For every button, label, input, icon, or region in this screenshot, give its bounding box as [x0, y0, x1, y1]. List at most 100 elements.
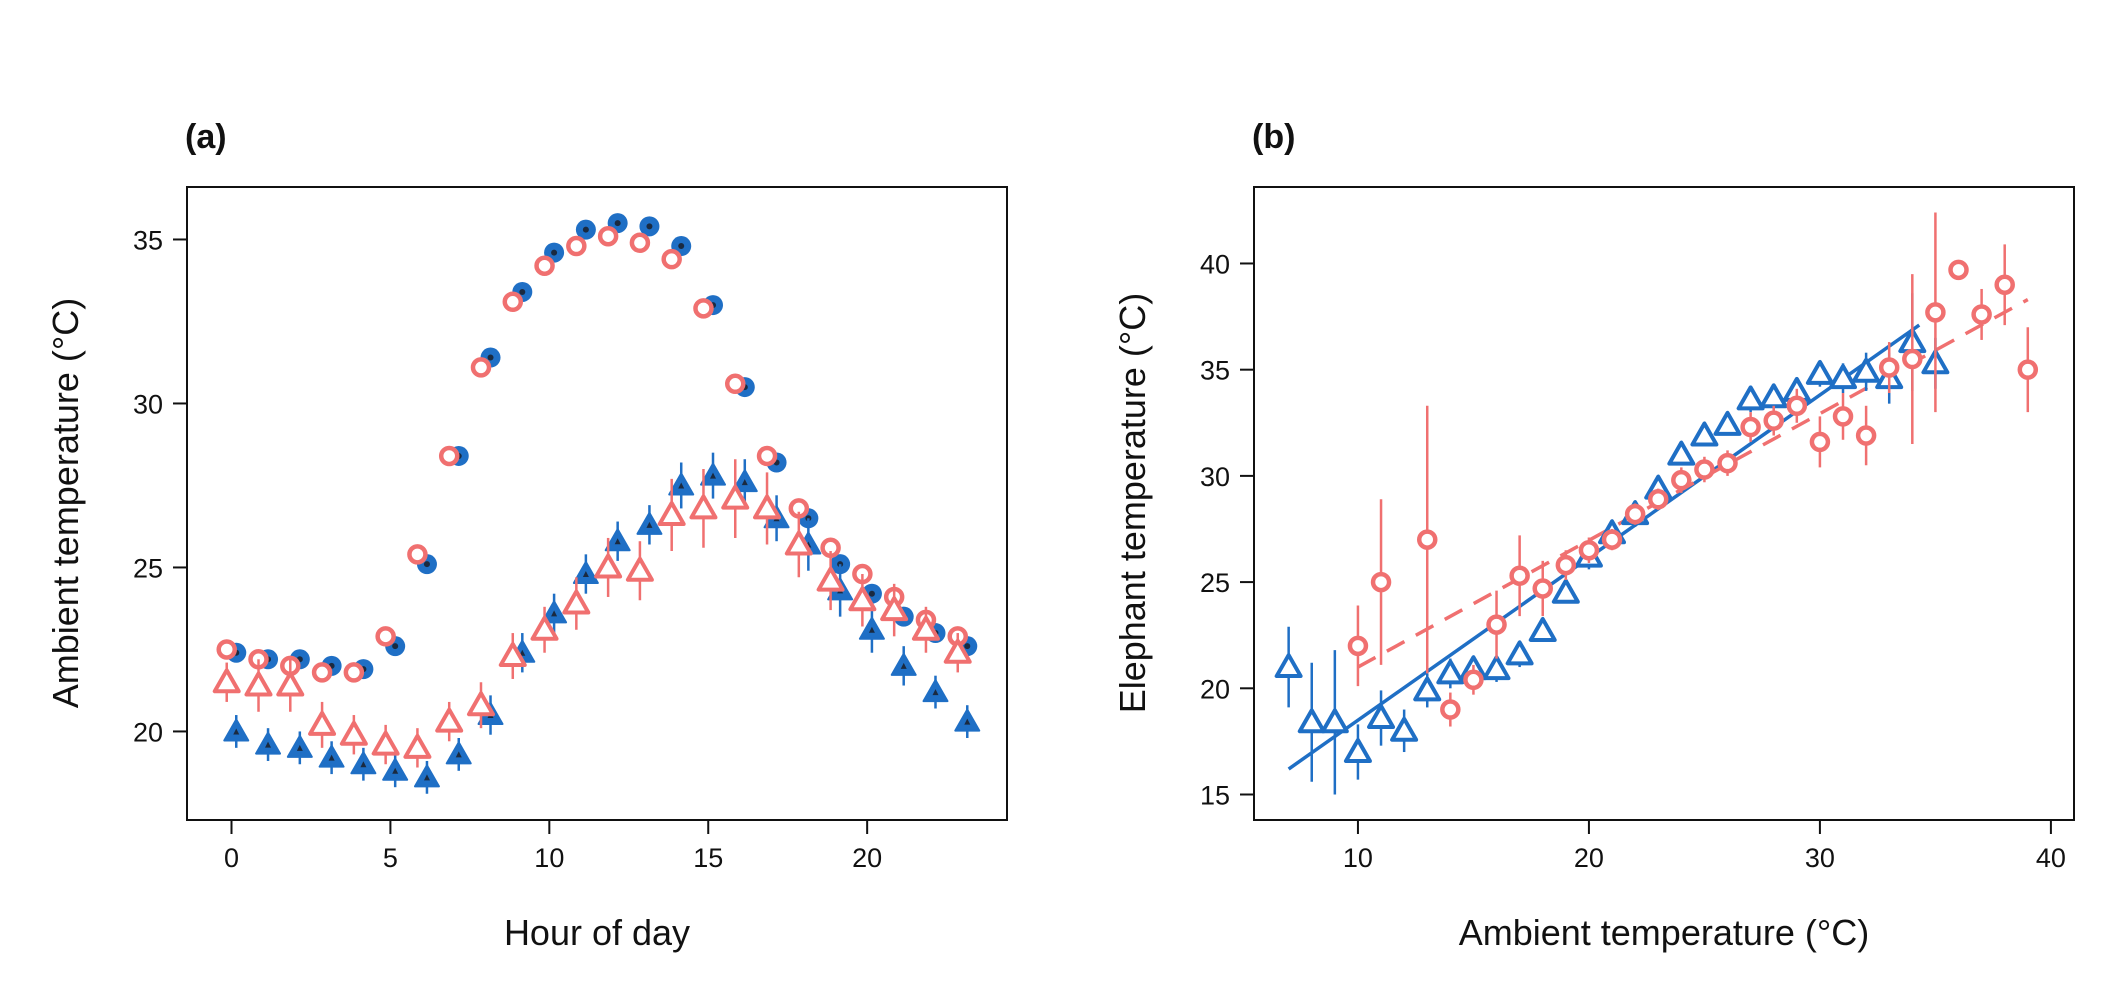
panel-a-x-tick-label: 10 [534, 843, 564, 873]
panel-a-point [438, 445, 460, 467]
panel-a-point-center [741, 479, 748, 486]
panel-a-point [816, 566, 845, 592]
panel-a-point-center [360, 761, 367, 768]
panel-a-point [566, 235, 587, 257]
panel-a-point-center [265, 741, 272, 748]
panel-a-point [625, 556, 654, 582]
panel-a-point [689, 494, 718, 520]
panel-a-x-tick-label: 5 [383, 843, 398, 873]
panel-a-point-center [392, 767, 399, 774]
panel-a-point-center [614, 220, 621, 227]
panel-a-point [244, 671, 273, 697]
panel-b-point [1671, 469, 1692, 491]
panel-b-point [1509, 565, 1530, 586]
panel-a-point-center [868, 590, 875, 597]
panel-a-point [311, 662, 333, 683]
panel-a-point-center [487, 354, 494, 361]
panel-b-point [1948, 259, 1969, 281]
panel-b-point [1463, 669, 1484, 691]
panel-b-point [1805, 359, 1834, 385]
panel-a-point-center [868, 626, 875, 633]
panel-a-point [339, 720, 368, 746]
panel-b-point [1878, 357, 1900, 378]
panel-a-point [212, 668, 241, 694]
panel-b-point [1486, 614, 1507, 635]
panel-b-y-tick-label: 15 [1200, 781, 1230, 811]
panel-b-plot-frame [1253, 186, 2075, 821]
panel-a-plot-frame [186, 186, 1008, 821]
panel-b-point [1367, 704, 1396, 730]
panel-b-point [1297, 708, 1326, 734]
panel-b-point [1390, 716, 1419, 742]
panel-a-point-center [964, 643, 971, 650]
panel-b-blue-fit-line [1287, 323, 1921, 771]
panel-b-point [1320, 708, 1349, 734]
panel-a-point-center [678, 482, 685, 489]
panel-b-point [1971, 304, 1992, 325]
panel-b-point [1667, 440, 1696, 466]
panel-a-point [375, 626, 396, 647]
panel-a-point [403, 733, 432, 759]
panel-a-point [756, 445, 778, 467]
panel-a-point [784, 530, 813, 556]
panel-a-point [911, 615, 940, 641]
panel-a-point [725, 373, 746, 395]
panel-a-point-center [932, 689, 939, 696]
panel-a-point-center [392, 643, 399, 650]
panel-a-point [629, 232, 651, 254]
panel-b-point [1713, 410, 1742, 436]
panel-a-series-red-open-triangle [212, 459, 972, 768]
panel-a: (a) 0 5 10 15 20 20 25 30 35 Hour of day Ambient… [45, 118, 1008, 953]
panel-b-point [1555, 554, 1577, 576]
panel-a-point [343, 662, 365, 683]
panel-b-point [1436, 659, 1465, 685]
panel-b-point [1416, 529, 1438, 550]
panel-a-axes: 0 5 10 15 20 20 25 30 35 [133, 225, 882, 873]
panel-a-point [308, 710, 337, 736]
panel-b-point [1694, 459, 1715, 480]
panel-a-point [371, 730, 400, 756]
panel-b-point [1413, 676, 1442, 702]
panel-a-point [597, 225, 619, 247]
panel-b-point [1528, 616, 1557, 642]
panel-a-point-center [900, 662, 907, 669]
panel-a-point [534, 255, 555, 276]
panel-b-x-tick-label: 20 [1574, 843, 1604, 873]
panel-a-point [943, 638, 972, 664]
panel-b-point [1736, 385, 1765, 411]
panel-b-axes: 10 20 30 40 15 20 25 30 35 40 [1200, 249, 2066, 873]
panel-a-point-center [233, 728, 240, 735]
panel-a-point [562, 589, 591, 615]
panel-b-point [1601, 529, 1623, 550]
panel-b-point [1717, 452, 1738, 474]
panel-a-x-tick-label: 15 [693, 843, 723, 873]
panel-b-point [1902, 348, 1923, 370]
panel-a-point [470, 357, 492, 378]
panel-a-point-center [328, 754, 335, 761]
panel-b-label: (b) [1252, 118, 1295, 156]
panel-b-point [1647, 489, 1669, 510]
panel-a-point [721, 484, 750, 510]
panel-b-point [1347, 635, 1369, 657]
panel-a-point [753, 494, 782, 520]
panel-b: (b) 10 20 30 40 15 20 25 30 35 40 Ambient tempera… [1112, 118, 2075, 953]
panel-a-point [657, 500, 686, 526]
panel-a-point-center [423, 774, 430, 781]
panel-a-y-tick-label: 35 [133, 225, 163, 255]
panel-b-point [1852, 357, 1881, 383]
panel-a-point-center [646, 223, 653, 230]
panel-a-point [216, 639, 237, 660]
panel-b-x-tick-label: 10 [1343, 843, 1373, 873]
panel-a-point [530, 615, 559, 641]
panel-b-series-red-open-circle [1347, 212, 2039, 727]
panel-b-marks [1274, 212, 2039, 795]
panel-b-point [1763, 410, 1784, 431]
panel-b-point [1740, 416, 1761, 438]
panel-b-point [1624, 503, 1646, 525]
panel-b-point [1925, 302, 1946, 323]
panel-a-x-tick-label: 0 [224, 843, 239, 873]
panel-a-point-center [519, 288, 526, 295]
panel-b-point [1343, 738, 1372, 764]
panel-b-point [1578, 539, 1600, 561]
